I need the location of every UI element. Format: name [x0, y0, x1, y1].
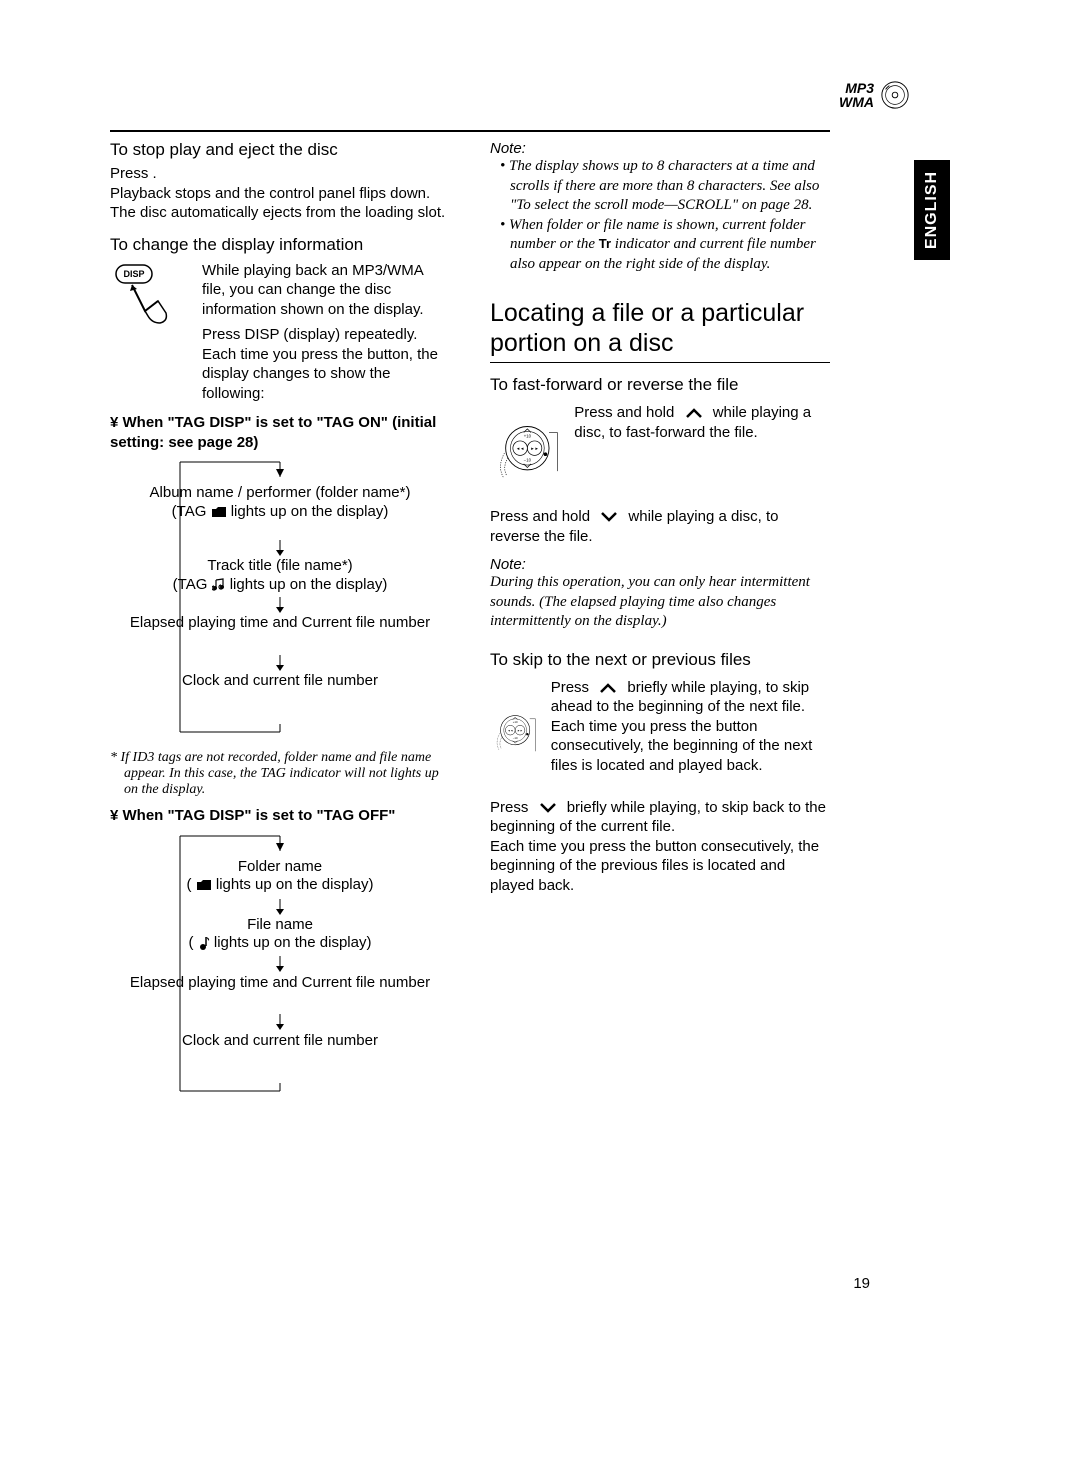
folder-icon: [196, 879, 212, 891]
flow1-overlay: Album name / performer (folder name*) (T…: [110, 462, 450, 742]
flow2-b: File name ( lights up on the display): [110, 916, 450, 954]
language-label: ENGLISH: [923, 171, 941, 249]
ff-p2: Press and hold while playing a disc, to …: [490, 507, 830, 546]
chevron-down-icon: [594, 510, 624, 524]
skip-p2: Press briefly while playing, to skip bac…: [490, 798, 830, 896]
note1: • The display shows up to 8 characters a…: [500, 157, 830, 216]
flow2-c: Elapsed playing time and Current file nu…: [110, 974, 450, 993]
svg-text:◄◄: ◄◄: [516, 446, 524, 451]
mp3-wma-label: MP3 WMA: [839, 81, 874, 109]
flow2-d: Clock and current file number: [110, 1032, 450, 1051]
ff-p1: Press and hold while playing a disc, to …: [574, 403, 830, 503]
disp-button-row: DISP While playing back an MP3/WMA file,…: [110, 261, 450, 404]
fast-forward-heading: To fast-forward or reverse the file: [490, 375, 830, 395]
svg-text:+10: +10: [513, 719, 518, 723]
playback-stops-text: Playback stops and the control panel fli…: [110, 184, 450, 223]
stop-eject-heading: To stop play and eject the disc: [110, 140, 450, 160]
svg-text:►►: ►►: [530, 446, 538, 451]
disc-icon: [880, 80, 910, 110]
svg-text:+10: +10: [524, 433, 532, 438]
content-columns: To stop play and eject the disc Press . …: [110, 140, 830, 1101]
music-note-icon: [198, 936, 210, 950]
flow1-a: Album name / performer (folder name*) (T…: [110, 484, 450, 522]
tr-indicator: Tr: [599, 236, 611, 251]
flow2-a: Folder name ( lights up on the display): [110, 858, 450, 896]
control-dial-icon: ◄◄ ►► +10 −10: [490, 678, 539, 788]
folder-icon: [211, 506, 227, 518]
note3: During this operation, you can only hear…: [490, 573, 830, 632]
svg-text:►►: ►►: [517, 728, 523, 732]
skip-p1: Press briefly while playing, to skip ahe…: [551, 678, 830, 788]
note2: • When folder or file name is shown, cur…: [500, 216, 830, 275]
tag-off-heading: ¥ When "TAG DISP" is set to "TAG OFF": [110, 806, 450, 826]
format-badge: MP3 WMA: [839, 80, 910, 110]
right-column: Note: • The display shows up to 8 charac…: [490, 140, 830, 1101]
flow1-b: Track title (file name*) (TAG lights up …: [110, 557, 450, 595]
flow1-d: Clock and current file number: [110, 672, 450, 691]
press-text: Press .: [110, 164, 450, 184]
flow1-c: Elapsed playing time and Current file nu…: [110, 614, 450, 633]
note-label-2: Note:: [490, 556, 830, 573]
ff-control-row: ◄◄ ►► +10 −10 Press and hold while playi…: [490, 403, 830, 503]
change-display-heading: To change the display information: [110, 235, 450, 255]
disp-p2: Press DISP (display) repeatedly. Each ti…: [202, 325, 450, 403]
skip-control-row: ◄◄ ►► +10 −10 Press briefly while playin…: [490, 678, 830, 788]
svg-text:−10: −10: [513, 736, 518, 740]
mp3-text: MP3: [845, 81, 874, 95]
disp-text-col: While playing back an MP3/WMA file, you …: [202, 261, 450, 404]
tag-on-heading: ¥ When "TAG DISP" is set to "TAG ON" (in…: [110, 413, 450, 452]
page-number: 19: [853, 1275, 870, 1292]
svg-text:DISP: DISP: [123, 269, 144, 279]
left-column: To stop play and eject the disc Press . …: [110, 140, 450, 1101]
disp-p1: While playing back an MP3/WMA file, you …: [202, 261, 450, 320]
note-label-1: Note:: [490, 140, 830, 157]
flow2-overlay: Folder name ( lights up on the display) …: [110, 836, 450, 1101]
chevron-up-icon: [593, 681, 623, 695]
locating-section-title: Locating a file or a particular portion …: [490, 298, 830, 363]
music-note-icon: [212, 578, 226, 592]
id3-footnote: * If ID3 tags are not recorded, folder n…: [110, 750, 450, 798]
skip-heading: To skip to the next or previous files: [490, 650, 830, 670]
chevron-down-icon: [533, 801, 563, 815]
svg-text:−10: −10: [524, 457, 532, 462]
chevron-up-icon: [679, 406, 709, 420]
language-tab: ENGLISH: [914, 160, 950, 260]
wma-text: WMA: [839, 95, 874, 109]
disp-button-icon: DISP: [110, 261, 190, 341]
control-dial-icon: ◄◄ ►► +10 −10: [490, 403, 562, 503]
svg-text:◄◄: ◄◄: [507, 728, 513, 732]
header-rule: [110, 130, 830, 132]
